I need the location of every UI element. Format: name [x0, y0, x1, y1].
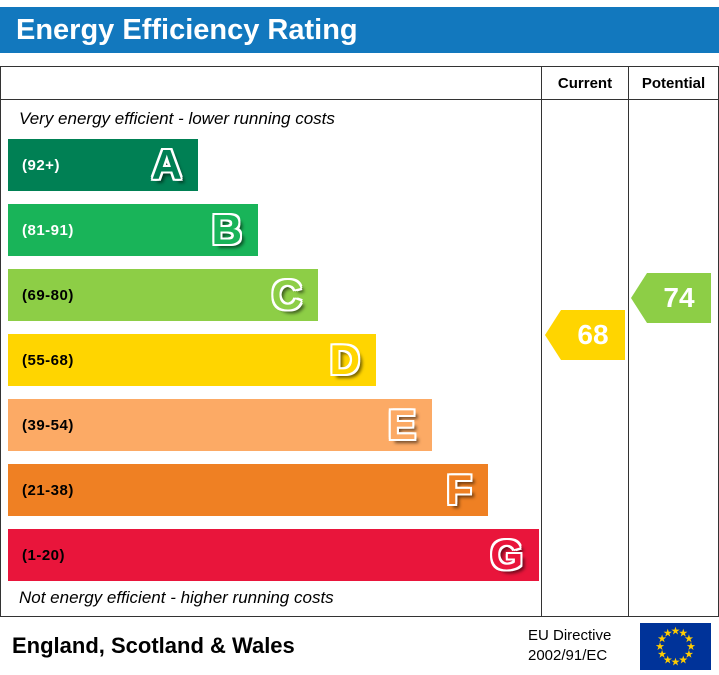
eu-directive-label: EU Directive 2002/91/EC [528, 626, 611, 666]
potential-rating-pointer: 74 [631, 273, 711, 323]
page-title: Energy Efficiency Rating [0, 7, 719, 53]
band-range-label: (92+) [22, 156, 60, 174]
band-range-label: (39-54) [22, 416, 74, 434]
band-range-label: (81-91) [22, 221, 74, 239]
eu-directive-line1: EU Directive [528, 627, 612, 644]
band-range-label: (21-38) [22, 481, 74, 499]
bottom-caption: Not energy efficient - higher running co… [19, 588, 334, 607]
band-bar-e: (39-54) E [8, 399, 432, 451]
band-letter: G [490, 531, 523, 578]
potential-column-divider [628, 67, 629, 616]
band-bar-g: (1-20) G [8, 529, 539, 581]
band-range-label: (1-20) [22, 546, 66, 564]
current-column-header: Current [557, 75, 613, 92]
band-letter: E [387, 401, 416, 448]
band-bar-d: (55-68) D [8, 334, 376, 386]
pointer-tip-icon [631, 273, 647, 323]
band-bar-c: (69-80) C [8, 269, 318, 321]
top-caption: Very energy efficient - lower running co… [19, 109, 335, 128]
current-column-divider [541, 67, 542, 616]
region-label: England, Scotland & Wales [12, 633, 295, 658]
pointer-tip-icon [545, 310, 561, 360]
eu-flag-icon [640, 623, 711, 670]
footer: England, Scotland & Wales EU Directive 2… [0, 617, 719, 675]
band-bar-a: (92+) A [8, 139, 198, 191]
band-bar-f: (21-38) F [8, 464, 488, 516]
band-letter: B [211, 206, 242, 253]
column-header-row [1, 67, 718, 100]
energy-rating-chart: Current Potential Very energy efficient … [0, 66, 719, 617]
band-letter: D [329, 336, 360, 383]
potential-column-header: Potential [641, 75, 706, 92]
current-rating-pointer: 68 [545, 310, 625, 360]
band-range-label: (55-68) [22, 351, 74, 369]
band-range-label: (69-80) [22, 286, 74, 304]
band-bar-b: (81-91) B [8, 204, 258, 256]
potential-rating-value: 74 [647, 273, 711, 323]
current-rating-value: 68 [561, 310, 625, 360]
band-letter: F [446, 466, 472, 513]
band-letter: A [151, 141, 182, 188]
band-letter: C [271, 271, 302, 318]
eu-directive-line2: 2002/91/EC [528, 647, 608, 664]
